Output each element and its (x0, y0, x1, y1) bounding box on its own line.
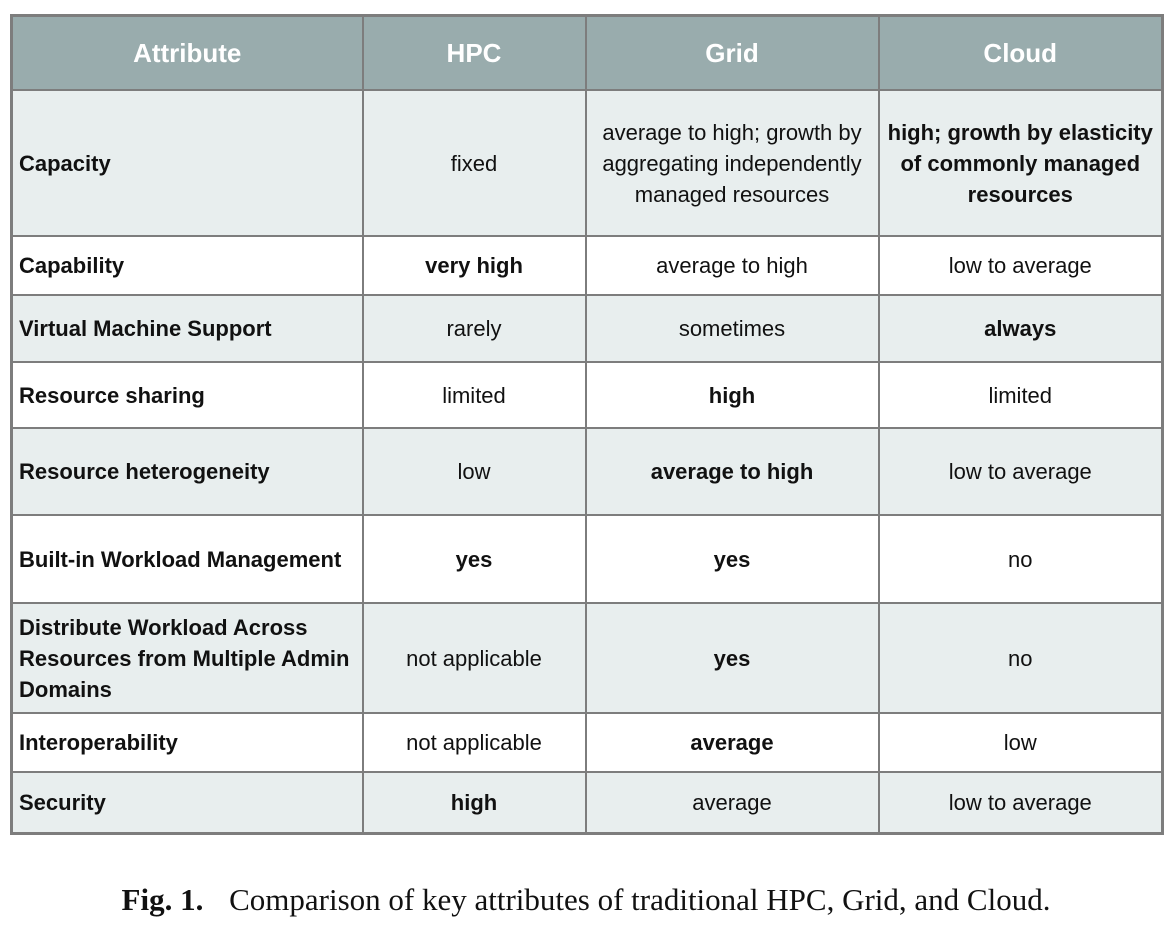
attribute-cell: Security (10, 771, 364, 834)
column-header-hpc: HPC (361, 14, 587, 91)
hpc-value-cell: fixed (361, 89, 587, 237)
hpc-value-cell: very high (361, 235, 587, 296)
grid-value-cell: high (584, 361, 880, 429)
table-row: Resource sharing limited high limited (10, 361, 1164, 429)
column-header-cloud: Cloud (877, 14, 1164, 91)
column-header-attribute: Attribute (10, 14, 364, 91)
attribute-cell: Resource sharing (10, 361, 364, 429)
attribute-cell: Built-in Workload Management (10, 514, 364, 604)
table-row: Distribute Workload Across Resources fro… (10, 602, 1164, 714)
hpc-value-cell: not applicable (361, 712, 587, 773)
hpc-value-cell: limited (361, 361, 587, 429)
table-row: Virtual Machine Support rarely sometimes al… (10, 294, 1164, 363)
header-row: Attribute HPC Grid Cloud (10, 14, 1164, 91)
table-row: Resource heterogeneity low average to high… (10, 427, 1164, 516)
grid-value-cell: average to high (584, 427, 880, 516)
hpc-value-cell: yes (361, 514, 587, 604)
table-row: Built-in Workload Management yes yes no (10, 514, 1164, 604)
cloud-value-cell: always (877, 294, 1164, 363)
attribute-cell: Capacity (10, 89, 364, 237)
table-row: Capability very high average to high low to… (10, 235, 1164, 296)
figure-label: Fig. 1. (121, 882, 204, 917)
cloud-value-cell: low (877, 712, 1164, 773)
grid-value-cell: sometimes (584, 294, 880, 363)
cloud-value-cell: low to average (877, 427, 1164, 516)
cloud-value-cell: no (877, 602, 1164, 714)
hpc-value-cell: not applicable (361, 602, 587, 714)
cloud-value-cell: limited (877, 361, 1164, 429)
cloud-value-cell: low to average (877, 771, 1164, 834)
attribute-cell: Virtual Machine Support (10, 294, 364, 363)
grid-value-cell: average to high (584, 235, 880, 296)
comparison-table: Attribute HPC Grid Cloud Capacity fixed av… (10, 14, 1164, 835)
figure-caption: Fig. 1. Comparison of key attributes of … (0, 882, 1172, 918)
grid-value-cell: average (584, 712, 880, 773)
column-header-grid: Grid (584, 14, 880, 91)
table-row: Capacity fixed average to high; growth by … (10, 89, 1164, 237)
cloud-value-cell: high; growth by elasticity of commonly m… (877, 89, 1164, 237)
attribute-cell: Distribute Workload Across Resources fro… (10, 602, 364, 714)
hpc-value-cell: high (361, 771, 587, 834)
cloud-value-cell: no (877, 514, 1164, 604)
table-row: Interoperability not applicable average low (10, 712, 1164, 773)
grid-value-cell: average (584, 771, 880, 834)
grid-value-cell: average to high; growth by aggregating i… (584, 89, 880, 237)
attribute-cell: Capability (10, 235, 364, 296)
attribute-cell: Resource heterogeneity (10, 427, 364, 516)
hpc-value-cell: low (361, 427, 587, 516)
table-row: Security high average low to average (10, 771, 1164, 834)
figure-caption-text: Comparison of key attributes of traditio… (229, 882, 1051, 917)
grid-value-cell: yes (584, 514, 880, 604)
table-body: Capacity fixed average to high; growth by … (10, 89, 1164, 834)
cloud-value-cell: low to average (877, 235, 1164, 296)
attribute-cell: Interoperability (10, 712, 364, 773)
grid-value-cell: yes (584, 602, 880, 714)
hpc-value-cell: rarely (361, 294, 587, 363)
